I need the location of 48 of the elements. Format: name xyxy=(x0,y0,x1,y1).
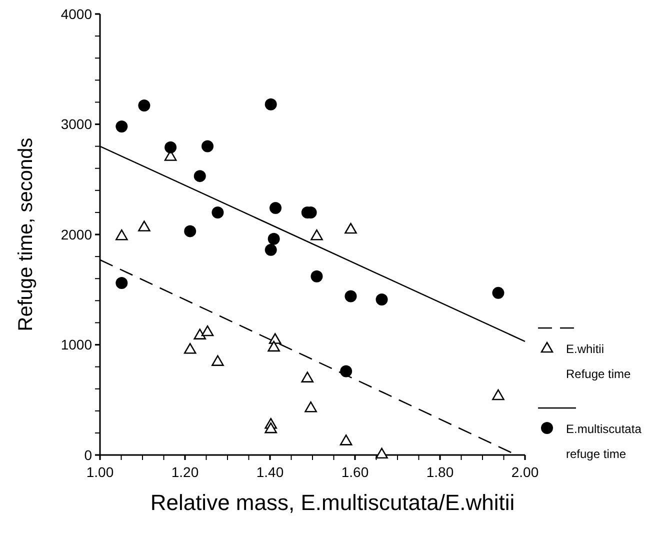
y-tick-label: 2000 xyxy=(60,226,92,242)
point xyxy=(202,140,214,152)
point xyxy=(340,365,352,378)
point xyxy=(264,422,277,434)
point xyxy=(184,225,196,238)
point xyxy=(116,277,128,290)
y-tick-label: 1000 xyxy=(60,336,92,353)
point xyxy=(264,244,277,256)
point xyxy=(310,270,323,282)
point xyxy=(301,372,314,382)
point xyxy=(116,229,128,240)
point xyxy=(376,448,388,459)
point xyxy=(138,100,150,112)
x-tick-label: 2.00 xyxy=(511,464,539,480)
point xyxy=(340,434,352,446)
point xyxy=(264,98,277,110)
point xyxy=(268,333,282,344)
point xyxy=(164,141,177,154)
y-tick-label: 3000 xyxy=(60,116,92,132)
point xyxy=(344,290,357,302)
y-axis-title: Refuge time, seconds xyxy=(15,138,37,332)
point xyxy=(492,389,504,400)
point xyxy=(304,401,317,412)
legend-label: E.multiscutata refuge time xyxy=(566,422,642,461)
x-tick-label: 1.20 xyxy=(171,464,199,480)
x-tick-label: 1.40 xyxy=(256,464,284,480)
point xyxy=(270,202,282,214)
point xyxy=(376,294,388,306)
y-tick-label: 0 xyxy=(84,446,92,463)
x-axis-title: Relative mass, E.multiscutata/E.whitii xyxy=(150,490,515,515)
point xyxy=(268,340,280,352)
point xyxy=(184,343,196,354)
y-tick-label: 4000 xyxy=(60,6,92,22)
point xyxy=(344,222,357,234)
point xyxy=(212,355,224,366)
point xyxy=(310,229,323,240)
point xyxy=(116,120,128,132)
x-tick-label: 1.80 xyxy=(426,464,454,480)
point xyxy=(201,325,214,336)
point xyxy=(492,286,504,299)
point xyxy=(194,170,206,182)
x-tick-label: 1.60 xyxy=(341,464,369,480)
legend-label: E.whitii Refuge time xyxy=(566,342,632,381)
point xyxy=(268,232,280,245)
x-tick-label: 1.00 xyxy=(86,464,114,480)
point xyxy=(138,220,150,232)
point xyxy=(212,206,224,218)
point xyxy=(194,328,206,340)
